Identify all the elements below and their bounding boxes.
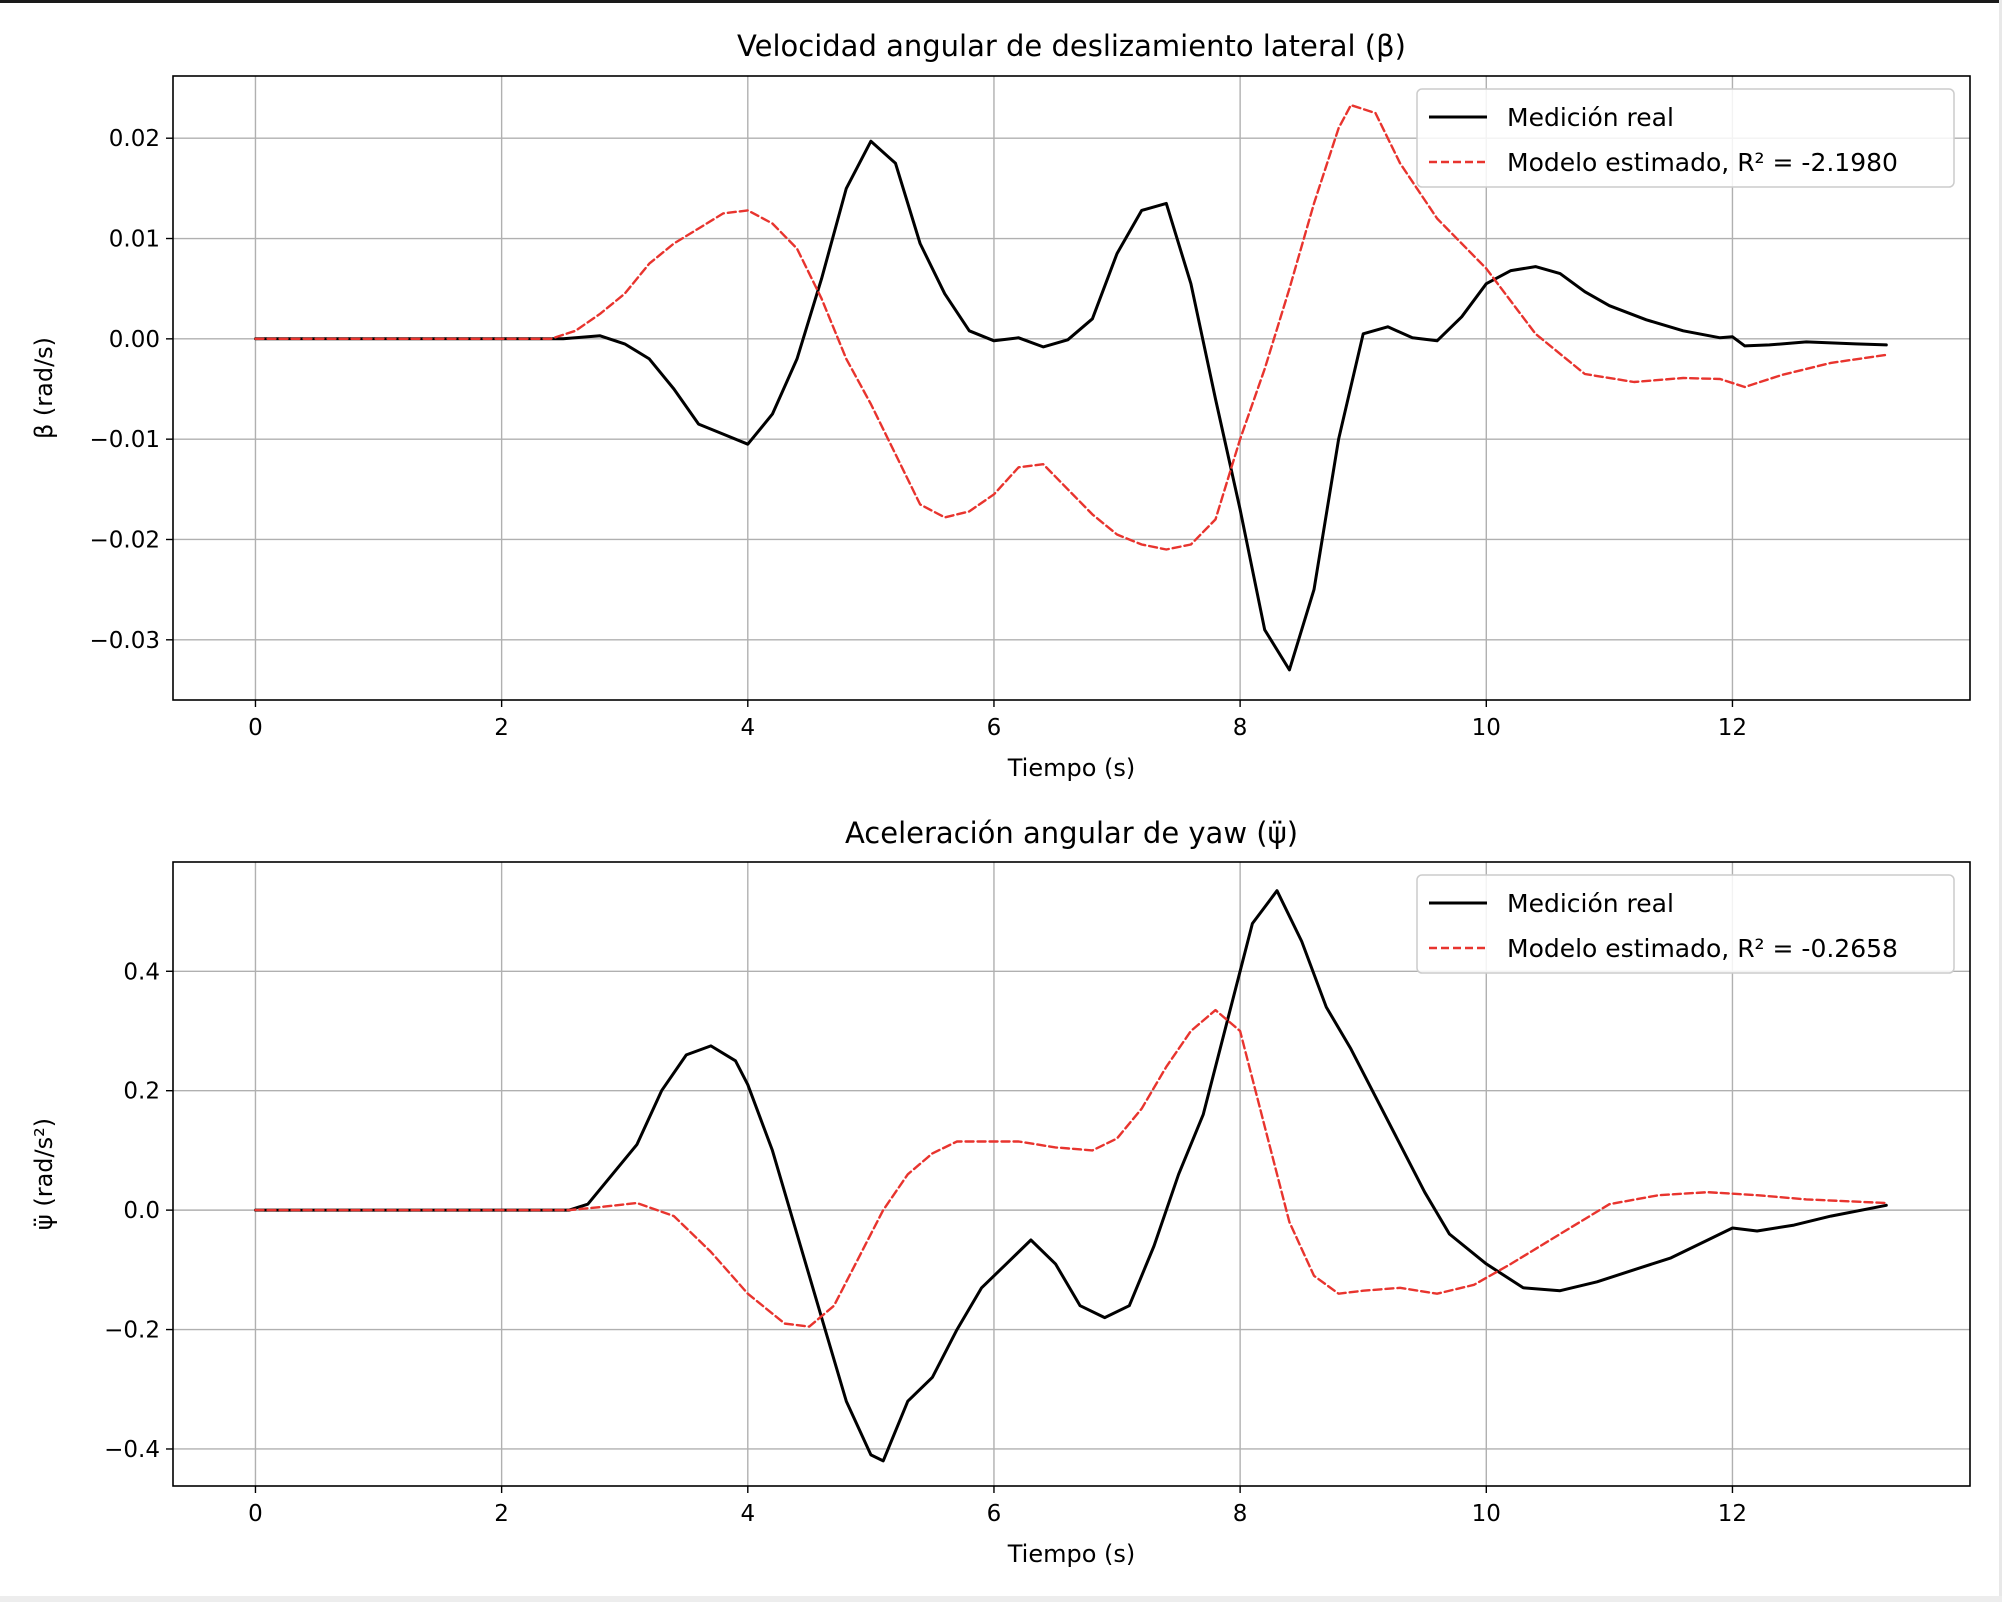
x-tick-label: 10 — [1472, 1501, 1501, 1527]
window-frame-top — [0, 0, 2002, 3]
chart-title: Aceleración angular de yaw (ψ̈) — [845, 816, 1298, 850]
legend-label: Modelo estimado, R² = -0.2658 — [1507, 934, 1898, 963]
x-tick-label: 2 — [494, 715, 509, 741]
y-tick-label: −0.03 — [90, 628, 160, 654]
x-tick-label: 4 — [740, 1501, 755, 1527]
legend-box — [1416, 874, 1955, 974]
series-line-modelo-estimado — [254, 1008, 1888, 1328]
legend: Medición real Modelo estimado, R² = -2.19… — [1416, 88, 1955, 188]
series-line-medicion-real — [254, 889, 1888, 1463]
x-tick-label: 4 — [740, 715, 755, 741]
x-tick-label: 10 — [1472, 715, 1501, 741]
window-frame-bottom — [0, 1596, 2002, 1602]
legend-label: Medición real — [1507, 889, 1674, 918]
chart-panel-2: 0 2 4 6 8 10 12 0.4 0.2 0.0 −0.2 −0.4 Aceleración an… — [30, 816, 1971, 1568]
legend-box — [1416, 88, 1955, 188]
chart-title: Velocidad angular de deslizamiento later… — [737, 29, 1406, 63]
x-tick-label: 12 — [1718, 1501, 1747, 1527]
y-tick-label: −0.4 — [104, 1437, 160, 1463]
y-tick-label: −0.01 — [90, 427, 160, 453]
x-tick-label: 12 — [1718, 715, 1747, 741]
axes-frame — [172, 861, 1971, 1487]
legend-label: Medición real — [1507, 103, 1674, 132]
y-axis-label: β (rad/s) — [30, 337, 58, 439]
y-tick-label: −0.2 — [104, 1318, 160, 1344]
x-tick-label: 8 — [1233, 1501, 1248, 1527]
axes-frame — [172, 75, 1971, 701]
y-tick-label: −0.02 — [90, 527, 160, 553]
x-tick-label: 6 — [987, 715, 1002, 741]
x-axis-label: Tiempo (s) — [1007, 1540, 1136, 1568]
y-tick-label: 0.02 — [109, 126, 160, 152]
legend: Medición real Modelo estimado, R² = -0.26… — [1416, 874, 1955, 974]
x-tick-label: 0 — [248, 1501, 263, 1527]
y-tick-label: 0.2 — [123, 1079, 160, 1105]
series-line-medicion-real — [254, 139, 1888, 672]
window-frame-right — [1999, 0, 2002, 1602]
x-tick-label: 2 — [494, 1501, 509, 1527]
y-tick-label: 0.4 — [123, 959, 160, 985]
y-tick-label: 0.00 — [109, 327, 160, 353]
y-tick-label: 0.01 — [109, 227, 160, 253]
legend-label: Modelo estimado, R² = -2.1980 — [1507, 148, 1898, 177]
x-tick-label: 6 — [987, 1501, 1002, 1527]
y-tick-label: 0.0 — [123, 1198, 160, 1224]
x-tick-label: 0 — [248, 715, 263, 741]
x-axis-label: Tiempo (s) — [1007, 754, 1136, 782]
x-tick-label: 8 — [1233, 715, 1248, 741]
y-axis-label: ψ̈ (rad/s²) — [30, 1118, 58, 1230]
series-line-modelo-estimado — [254, 103, 1888, 551]
chart-panel-1: 0 2 4 6 8 10 12 0.02 0.01 0.00 −0.01 −0.02 −0.03 Velo… — [30, 29, 1971, 782]
